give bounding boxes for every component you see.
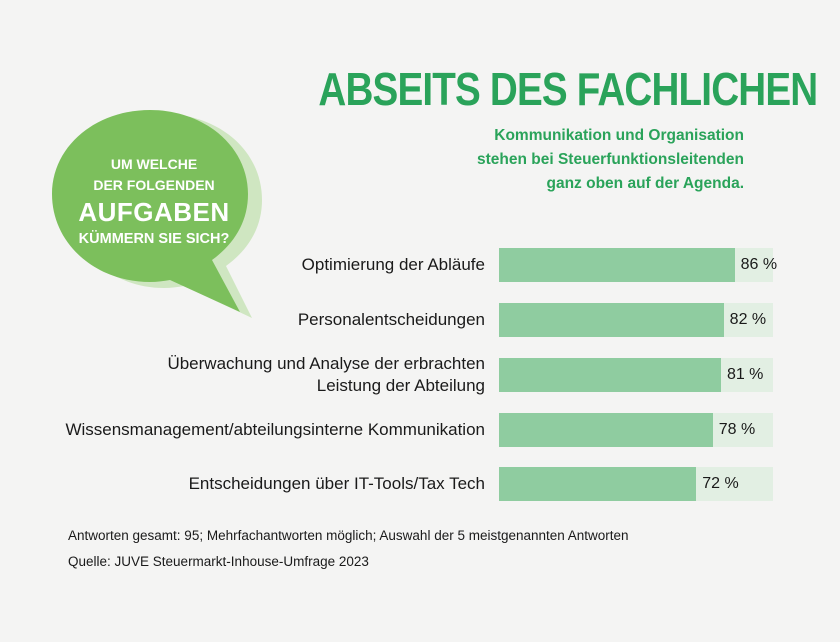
footnote: Antworten gesamt: 95; Mehrfachantworten … xyxy=(68,528,629,543)
bar xyxy=(499,248,735,282)
category-label-line: Optimierung der Abläufe xyxy=(301,255,485,274)
category-label: Optimierung der Abläufe xyxy=(302,254,485,276)
page-title: ABSEITS DES FACHLICHEN xyxy=(318,63,818,115)
bubble-line: DER FOLGENDEN xyxy=(93,177,215,193)
bar xyxy=(499,358,721,392)
category-label-line: Entscheidungen über IT-Tools/Tax Tech xyxy=(188,474,485,493)
category-label: Überwachung und Analyse der erbrachten Le… xyxy=(167,353,485,397)
bar xyxy=(499,413,713,447)
category-label-line: Leistung der Abteilung xyxy=(316,376,485,395)
bar-value-label: 78 % xyxy=(718,421,756,438)
subtitle-line: Kommunikation und Organisation xyxy=(494,127,744,144)
speech-bubble xyxy=(48,104,278,324)
category-label-line: Überwachung und Analyse der erbrachten xyxy=(167,354,485,373)
bubble-line: UM WELCHE xyxy=(110,156,198,172)
bar-value-label: 82 % xyxy=(729,311,767,328)
bubble-line-emphasis: AUFGABEN xyxy=(78,197,230,227)
bubble-question: UM WELCHE DER FOLGENDEN AUFGABEN KÜMMERN… xyxy=(60,154,248,250)
speech-bubble-icon xyxy=(52,110,262,318)
bar xyxy=(499,303,724,337)
subtitle: Kommunikation und Organisation stehen be… xyxy=(324,124,744,196)
category-label: Wissensmanagement/abteilungsinterne Komm… xyxy=(65,419,485,441)
category-label: Personalentscheidungen xyxy=(298,309,485,331)
subtitle-line: ganz oben auf der Agenda. xyxy=(546,175,745,192)
bar-value-label: 86 % xyxy=(740,256,778,273)
bar xyxy=(499,467,697,501)
bubble-line: KÜMMERN SIE SICH? xyxy=(78,231,230,247)
source-note: Quelle: JUVE Steuermarkt-Inhouse-Umfrage… xyxy=(68,554,369,569)
subtitle-line: stehen bei Steuerfunktionsleitenden xyxy=(477,151,744,168)
category-label-line: Wissensmanagement/abteilungsinterne Komm… xyxy=(65,420,485,439)
category-label: Entscheidungen über IT-Tools/Tax Tech xyxy=(189,473,485,495)
bar-value-label: 81 % xyxy=(726,366,764,383)
bar-value-label: 72 % xyxy=(702,475,739,492)
category-label-line: Personalentscheidungen xyxy=(297,310,485,329)
